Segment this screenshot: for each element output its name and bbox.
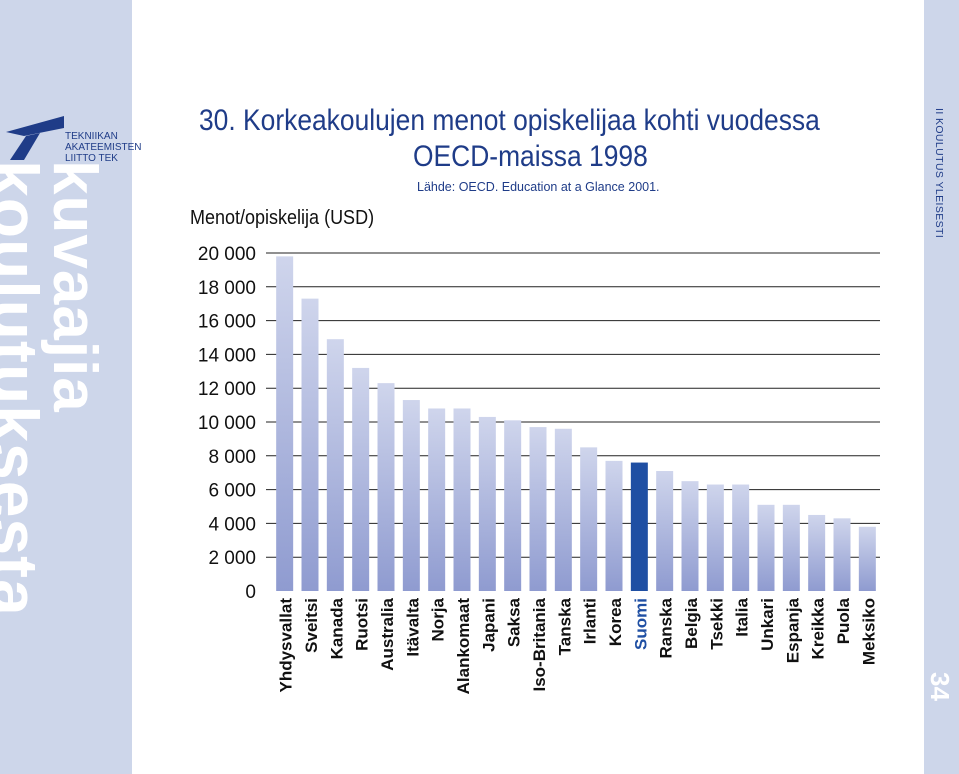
bar-italia — [732, 484, 750, 591]
chart-title-line-1: 30. Korkeakoulujen menot opiskelijaa koh… — [199, 104, 820, 137]
right-decor-strip — [924, 0, 959, 774]
category-label: Unkari — [758, 598, 777, 651]
category-label: Japani — [479, 598, 498, 652]
bar-kanada — [326, 339, 344, 591]
bar-kreikka — [808, 514, 826, 591]
category-label: Alankomaat — [454, 598, 473, 695]
bar-puola — [833, 518, 851, 591]
bar-saksa — [504, 420, 522, 591]
bar-meksiko — [858, 526, 876, 591]
bar-itävalta — [402, 400, 420, 591]
y-tick-label: 12 000 — [198, 379, 256, 400]
y-tick-label: 0 — [245, 582, 256, 603]
y-tick-label: 6 000 — [208, 481, 256, 502]
y-tick-label: 10 000 — [198, 413, 256, 434]
logo-line-1: TEKNIIKAN — [65, 131, 118, 142]
category-label: Kanada — [327, 597, 346, 659]
bar-espanja — [782, 504, 800, 591]
bar-alankomaat — [453, 408, 471, 591]
category-label: Sveitsi — [302, 598, 321, 653]
y-tick-label: 18 000 — [198, 278, 256, 299]
y-tick-label: 14 000 — [198, 345, 256, 366]
y-axis-label: Menot/opiskelija (USD) — [190, 207, 375, 229]
bar-unkari — [757, 504, 775, 591]
category-label: Iso-Britania — [530, 597, 549, 691]
bar-tanska — [554, 428, 572, 591]
category-label: Saksa — [505, 597, 524, 647]
category-label: Australia — [378, 597, 397, 670]
category-label: Espanja — [783, 597, 802, 663]
bar-ranska — [656, 471, 674, 591]
bar-japani — [478, 416, 496, 591]
bar-tsekki — [706, 484, 724, 591]
category-label: Tsekki — [707, 598, 726, 650]
logo-line-3: LIITTO TEK — [65, 153, 118, 164]
y-tick-label: 2 000 — [208, 548, 256, 569]
y-tick-label: 4 000 — [208, 514, 256, 535]
logo-line-2: AKATEEMISTEN — [65, 142, 142, 153]
category-label: Meksiko — [859, 598, 878, 665]
category-label: Kreikka — [809, 597, 828, 659]
category-label: Itävalta — [403, 597, 422, 656]
bar-australia — [377, 383, 395, 591]
category-label: Korea — [606, 597, 625, 646]
bar-norja — [428, 408, 446, 591]
category-label: Tanska — [555, 597, 574, 655]
category-label: Irlanti — [581, 598, 600, 644]
logo-text: TEKNIIKAN AKATEEMISTEN LIITTO TEK — [65, 131, 142, 164]
bar-ruotsi — [352, 367, 370, 591]
category-label: Ruotsi — [353, 598, 372, 651]
category-label: Belgia — [682, 597, 701, 649]
category-label: Ranska — [657, 597, 676, 658]
category-label: Yhdysvallat — [277, 598, 296, 693]
chart-source: Lähde: OECD. Education at a Glance 2001. — [417, 180, 660, 194]
y-tick-label: 8 000 — [208, 447, 256, 468]
bar-irlanti — [580, 447, 598, 591]
chart-title-line-2: OECD-maissa 1998 — [413, 140, 648, 173]
y-tick-label: 16 000 — [198, 312, 256, 333]
category-label: Norja — [429, 597, 448, 641]
bar-suomi — [630, 462, 648, 591]
y-tick-label: 20 000 — [198, 244, 256, 265]
category-label: Italia — [733, 597, 752, 636]
bar-korea — [605, 460, 623, 591]
category-label: Suomi — [631, 598, 650, 650]
category-label: Puola — [834, 597, 853, 644]
bar-belgia — [681, 481, 699, 591]
bar-sveitsi — [301, 298, 319, 591]
tek-logo-icon — [6, 116, 64, 160]
bar-yhdysvallat — [276, 256, 294, 591]
bar-iso-britania — [529, 427, 547, 591]
